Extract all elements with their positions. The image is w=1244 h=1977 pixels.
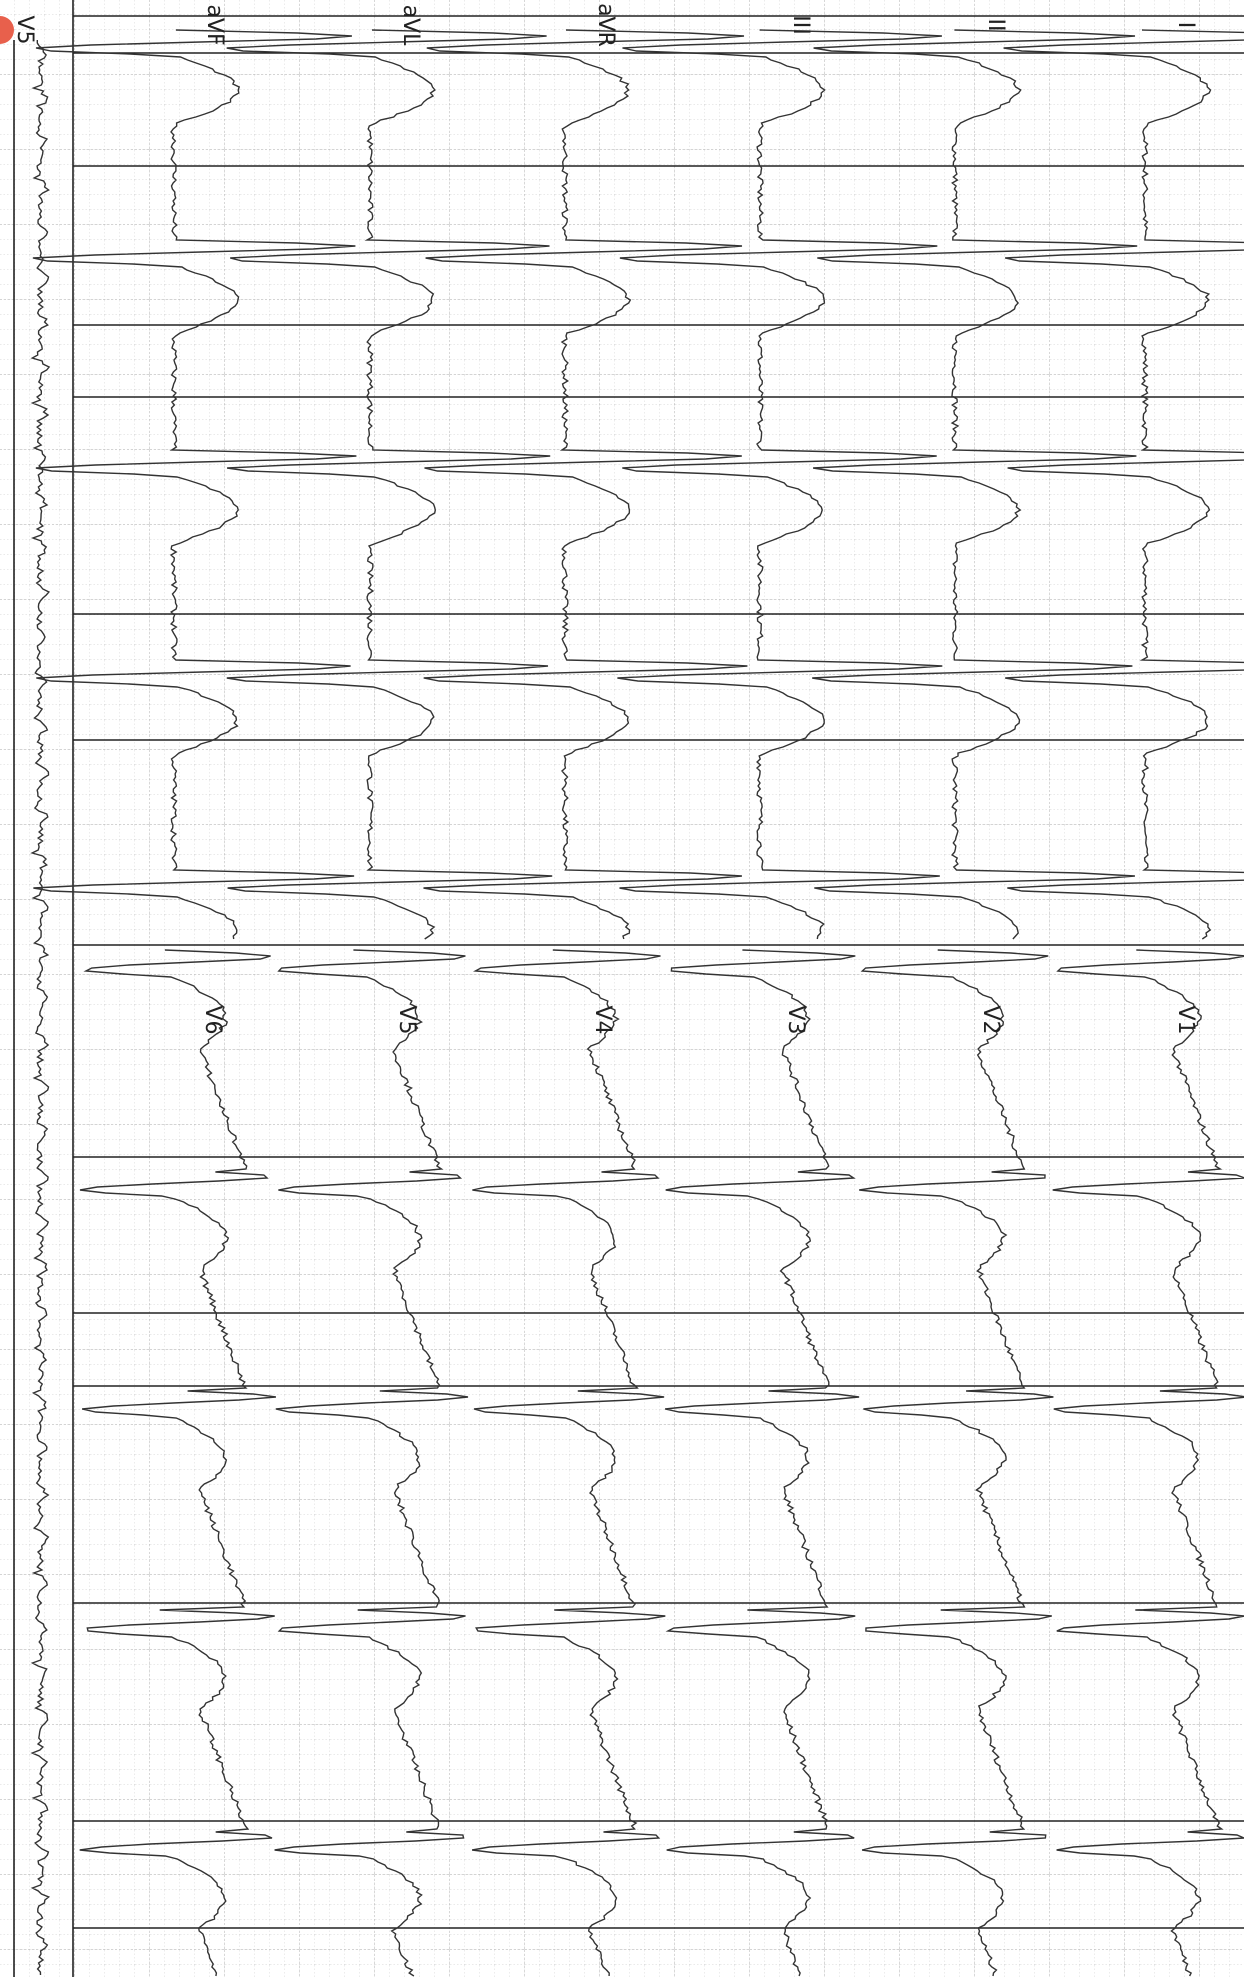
lead-label: I — [1173, 22, 1198, 29]
lead-label: V4 — [590, 1005, 615, 1034]
lead-label: aVF — [202, 4, 227, 45]
lead-label: V5 — [394, 1005, 419, 1034]
lead-label: V3 — [783, 1005, 808, 1034]
lead-label: aVR — [593, 3, 618, 47]
ecg-sheet: IIIIIIaVRaVLaVFV1V2V3V4V5V6V5 — [0, 0, 1244, 1977]
lead-label: V1 — [1173, 1005, 1198, 1034]
page: {"limb_leads": ["I", "II", "III", "aVR",… — [0, 0, 1244, 1977]
grid — [0, 0, 1244, 1977]
lead-label: II — [983, 19, 1008, 32]
lead-label: V6 — [200, 1005, 225, 1034]
lead-label: V5 — [12, 15, 37, 44]
lead-label: aVL — [398, 5, 423, 47]
lead-label: III — [788, 15, 813, 34]
lead-label: V2 — [978, 1005, 1003, 1034]
